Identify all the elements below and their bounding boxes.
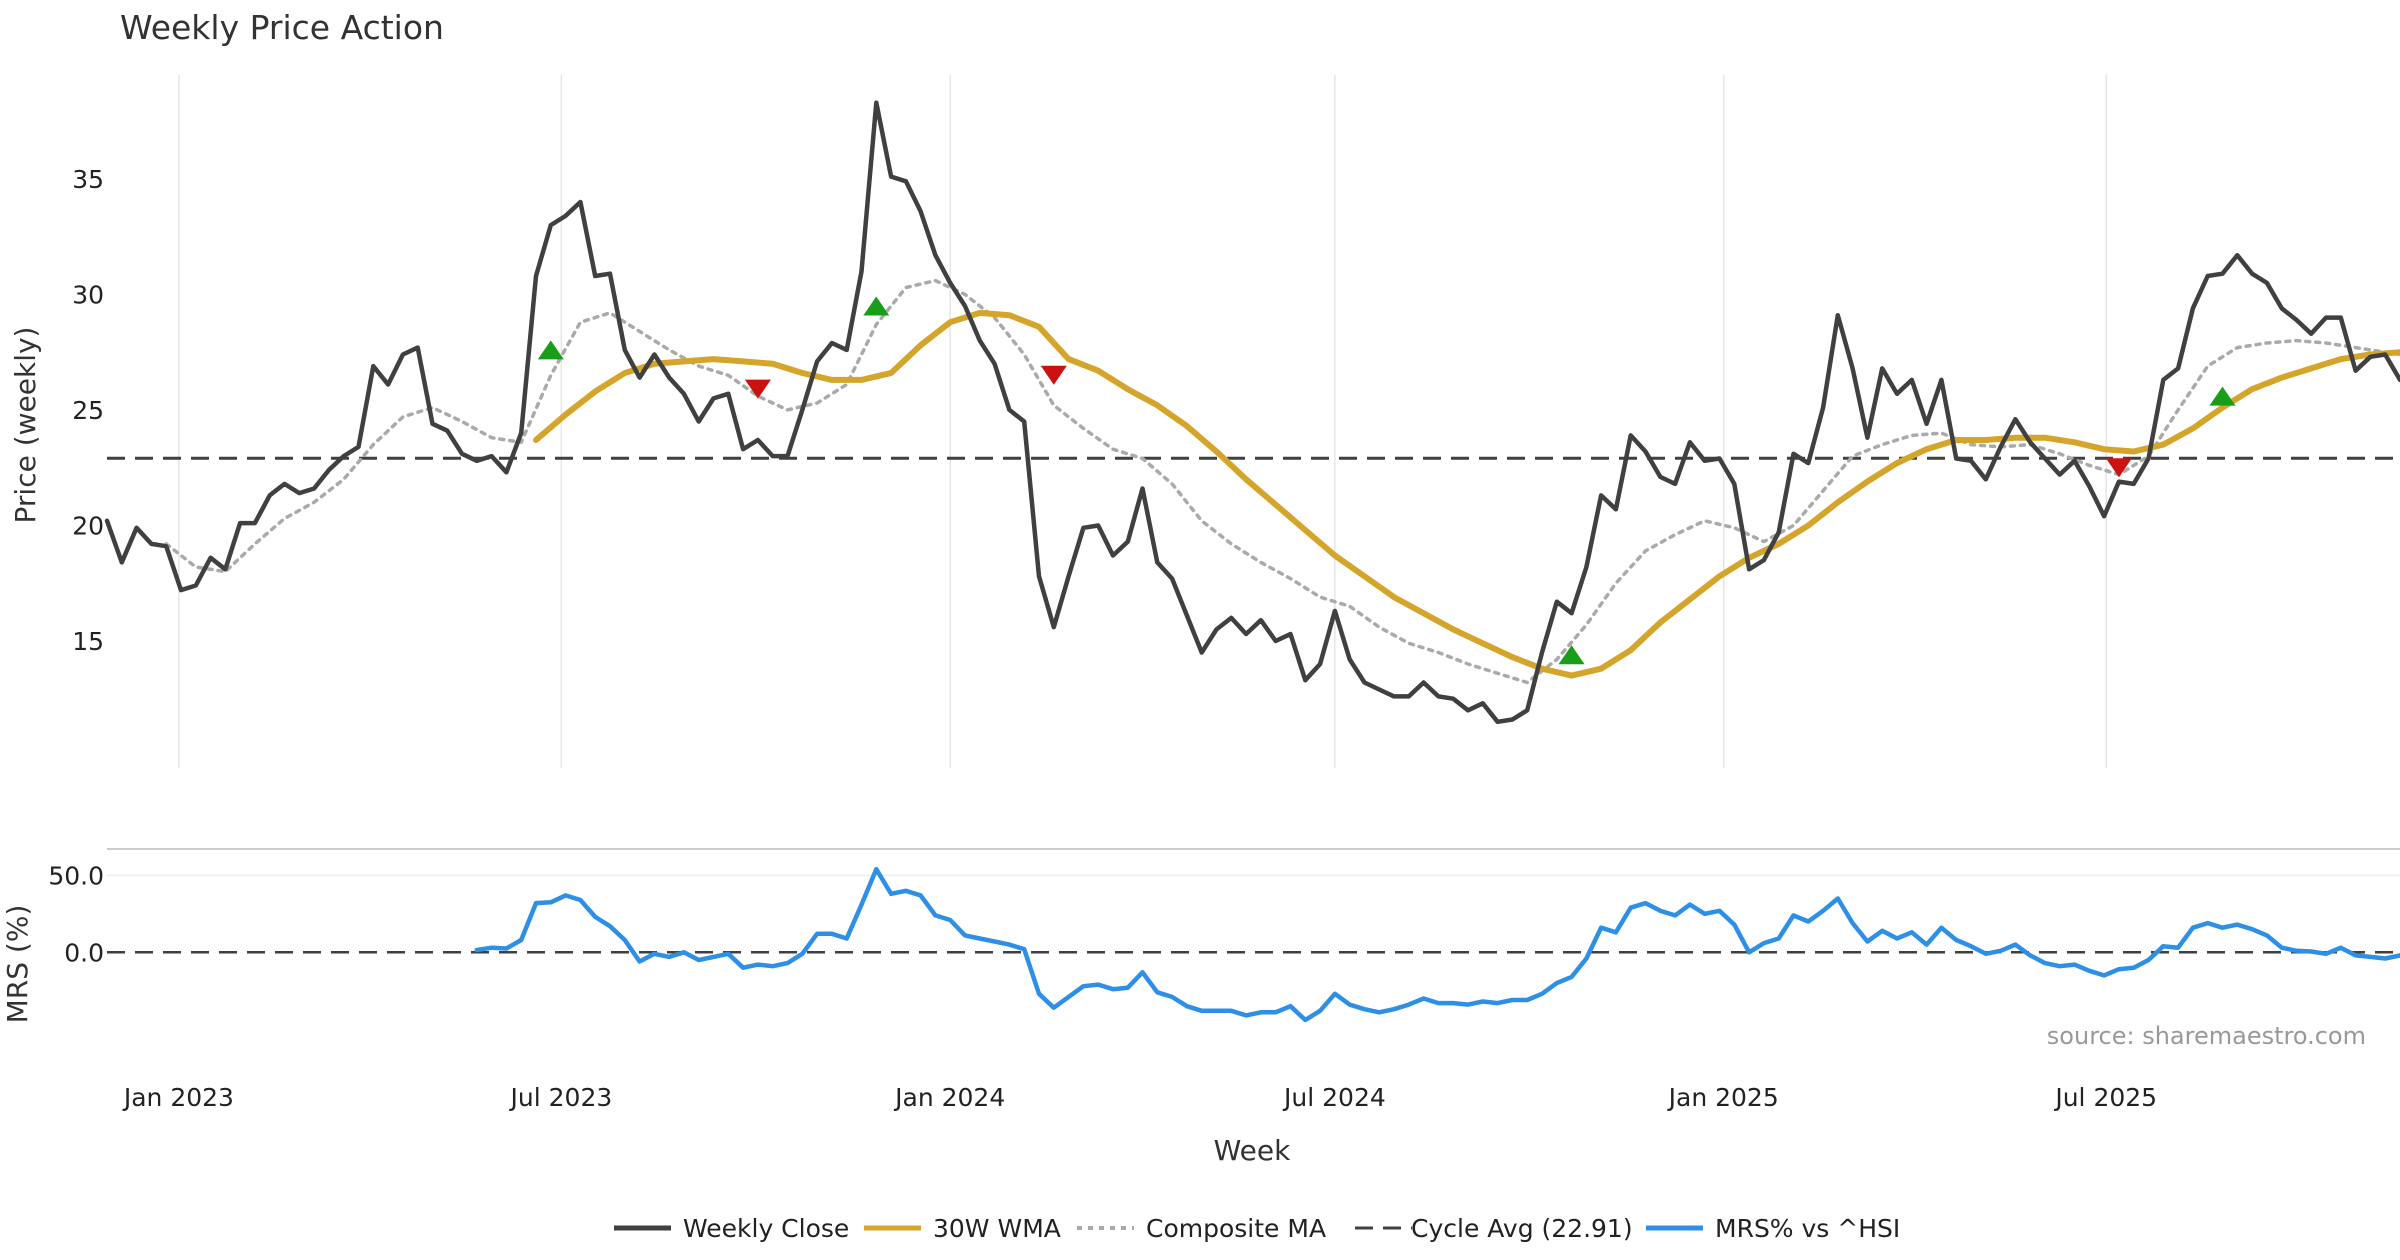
30w-wma-series-line bbox=[533, 309, 2400, 679]
x-axis-label: Week bbox=[1214, 1134, 1291, 1167]
legend-label: MRS% vs ^HSI bbox=[1715, 1214, 1900, 1243]
mrs-y-tick-label: 50.0 bbox=[48, 861, 104, 890]
sell-signal-marker bbox=[744, 379, 771, 399]
sell-signal-marker bbox=[2105, 458, 2132, 478]
legend-label: 30W WMA bbox=[933, 1214, 1061, 1243]
signal-markers bbox=[537, 296, 2236, 665]
buy-signal-marker bbox=[863, 296, 890, 316]
x-tick-label: Jan 2025 bbox=[1667, 1083, 1779, 1112]
price-panel: 15 20 25 30 35 Price (weekly) bbox=[9, 75, 2400, 768]
y-tick-label: 30 bbox=[72, 280, 104, 309]
x-tick-label: Jul 2024 bbox=[1282, 1083, 1386, 1112]
sell-signal-marker bbox=[1040, 365, 1067, 385]
buy-signal-marker bbox=[2209, 386, 2236, 406]
mrs-vs-hsi-series-line bbox=[474, 866, 2400, 1023]
mrs-panel: 50.0 0.0 MRS (%) source: sharemaestro.co… bbox=[1, 848, 2400, 1050]
weekly-close-series-line bbox=[104, 100, 2400, 725]
legend-item: Composite MA bbox=[1077, 1214, 1326, 1243]
composite-ma-series-line bbox=[164, 278, 2400, 685]
legend-label: Composite MA bbox=[1146, 1214, 1326, 1243]
y-tick-label: 35 bbox=[72, 165, 104, 194]
y-tick-label: 20 bbox=[72, 512, 104, 541]
legend: Weekly Close 30W WMA Composite MA Cycle … bbox=[614, 1214, 1900, 1243]
source-credit: source: sharemaestro.com bbox=[2047, 1022, 2366, 1050]
x-tick-label: Jan 2023 bbox=[122, 1083, 234, 1112]
x-axis-ticks: Jan 2023 Jul 2023 Jan 2024 Jul 2024 Jan … bbox=[122, 1083, 2157, 1112]
x-tick-label: Jul 2025 bbox=[2053, 1083, 2157, 1112]
legend-item: Weekly Close bbox=[614, 1214, 849, 1243]
y-tick-label: 15 bbox=[72, 627, 104, 656]
legend-item: Cycle Avg (22.91) bbox=[1355, 1214, 1633, 1243]
y-tick-label: 25 bbox=[72, 396, 104, 425]
price-vertical-grid bbox=[178, 75, 2107, 768]
legend-item: 30W WMA bbox=[864, 1214, 1061, 1243]
legend-label: Weekly Close bbox=[683, 1214, 849, 1243]
buy-signal-marker bbox=[537, 340, 564, 360]
legend-label: Cycle Avg (22.91) bbox=[1411, 1214, 1633, 1243]
mrs-y-tick-label: 0.0 bbox=[64, 938, 104, 967]
price-y-axis-label: Price (weekly) bbox=[9, 327, 42, 524]
price-y-ticks: 15 20 25 30 35 bbox=[72, 165, 104, 656]
x-tick-label: Jul 2023 bbox=[509, 1083, 613, 1112]
legend-item: MRS% vs ^HSI bbox=[1646, 1214, 1900, 1243]
chart-title: Weekly Price Action bbox=[120, 8, 444, 47]
x-tick-label: Jan 2024 bbox=[893, 1083, 1005, 1112]
mrs-y-axis-label: MRS (%) bbox=[1, 905, 34, 1024]
buy-signal-marker bbox=[1558, 645, 1585, 665]
